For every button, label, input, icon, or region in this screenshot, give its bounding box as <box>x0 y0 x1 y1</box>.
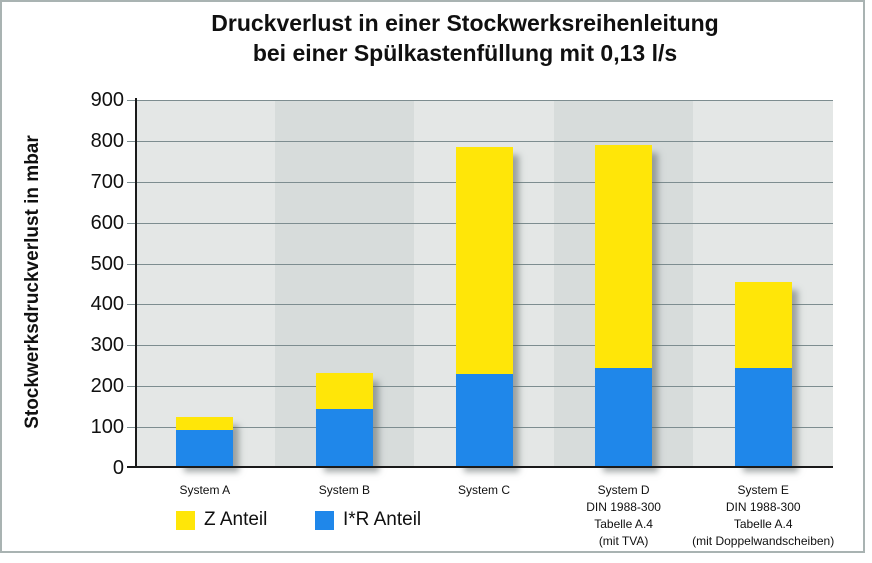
bar-segment-z-anteil <box>315 372 373 409</box>
x-label-line: System A <box>179 483 231 497</box>
x-label-system-e: System E DIN 1988-300 Tabelle A.4 (mit Dopp… <box>688 482 838 550</box>
bar-system-d <box>595 145 653 466</box>
legend-swatch <box>176 510 195 530</box>
bar-segment-i-r-anteil <box>595 367 653 466</box>
legend-label: Z Anteil <box>204 509 268 530</box>
bar-segment-i-r-anteil <box>734 367 792 466</box>
y-tick-0: 0 <box>112 457 124 479</box>
bar-system-b <box>315 372 373 466</box>
bar-segment-i-r-anteil <box>455 374 513 466</box>
x-label-line: System B <box>318 483 371 497</box>
plot-area <box>127 98 833 468</box>
x-label-line: System D <box>597 483 650 497</box>
x-label-line: System E <box>737 483 789 497</box>
bar-system-c <box>455 147 513 466</box>
y-tick-500: 500 <box>90 252 124 275</box>
x-axis-line <box>127 466 833 468</box>
y-tick-700: 700 <box>90 170 124 193</box>
y-tick-200: 200 <box>90 375 124 398</box>
bar-system-e <box>734 282 792 466</box>
y-axis-title: Stockwerksdruckverlust in mbar <box>22 135 43 429</box>
y-tick-800: 800 <box>90 129 124 152</box>
x-label-system-a: System A <box>130 482 280 499</box>
bar-segment-z-anteil <box>734 282 792 368</box>
chart-title-line2: bei einer Spülkastenfüllung mit 0,13 l/s <box>252 40 678 66</box>
x-label-line: System C <box>457 483 510 497</box>
x-label-line: (mit TVA) <box>598 534 649 548</box>
y-tick-600: 600 <box>90 211 124 234</box>
bar-segment-z-anteil <box>595 145 653 368</box>
x-label-line: Tabelle A.4 <box>594 517 653 531</box>
chart-title: Druckverlust in einer Stockwerksreihenle… <box>110 8 820 68</box>
y-tick-900: 900 <box>90 89 124 111</box>
legend-item-i-r-anteil: I*R Anteil <box>315 509 422 530</box>
legend-label: I*R Anteil <box>343 509 422 530</box>
x-label-system-c: System C <box>409 482 559 499</box>
y-axis-line <box>135 98 137 468</box>
bar-segment-z-anteil <box>176 417 234 431</box>
x-label-line: (mit Doppelwandscheiben) <box>692 534 835 548</box>
bar-segment-z-anteil <box>455 147 513 375</box>
legend-swatch <box>315 510 334 530</box>
y-tick-300: 300 <box>90 334 124 357</box>
bar-segment-i-r-anteil <box>315 408 373 466</box>
x-label-system-b: System B <box>269 482 419 499</box>
chart-title-line1: Druckverlust in einer Stockwerksreihenle… <box>211 10 719 36</box>
plot-band-1 <box>135 100 275 468</box>
y-tick-100: 100 <box>90 416 124 439</box>
bar-system-a <box>176 417 234 466</box>
bar-segment-i-r-anteil <box>176 430 234 466</box>
x-label-system-d: System D DIN 1988-300 Tabelle A.4 (mit TVA) <box>549 482 699 550</box>
y-tick-400: 400 <box>90 293 124 316</box>
legend-item-z-anteil: Z Anteil <box>176 509 268 530</box>
x-label-line: Tabelle A.4 <box>733 517 793 531</box>
gridline-900 <box>127 100 833 101</box>
x-label-line: DIN 1988-300 <box>586 500 661 514</box>
x-label-line: DIN 1988-300 <box>725 500 801 514</box>
gridline-800 <box>127 140 833 142</box>
